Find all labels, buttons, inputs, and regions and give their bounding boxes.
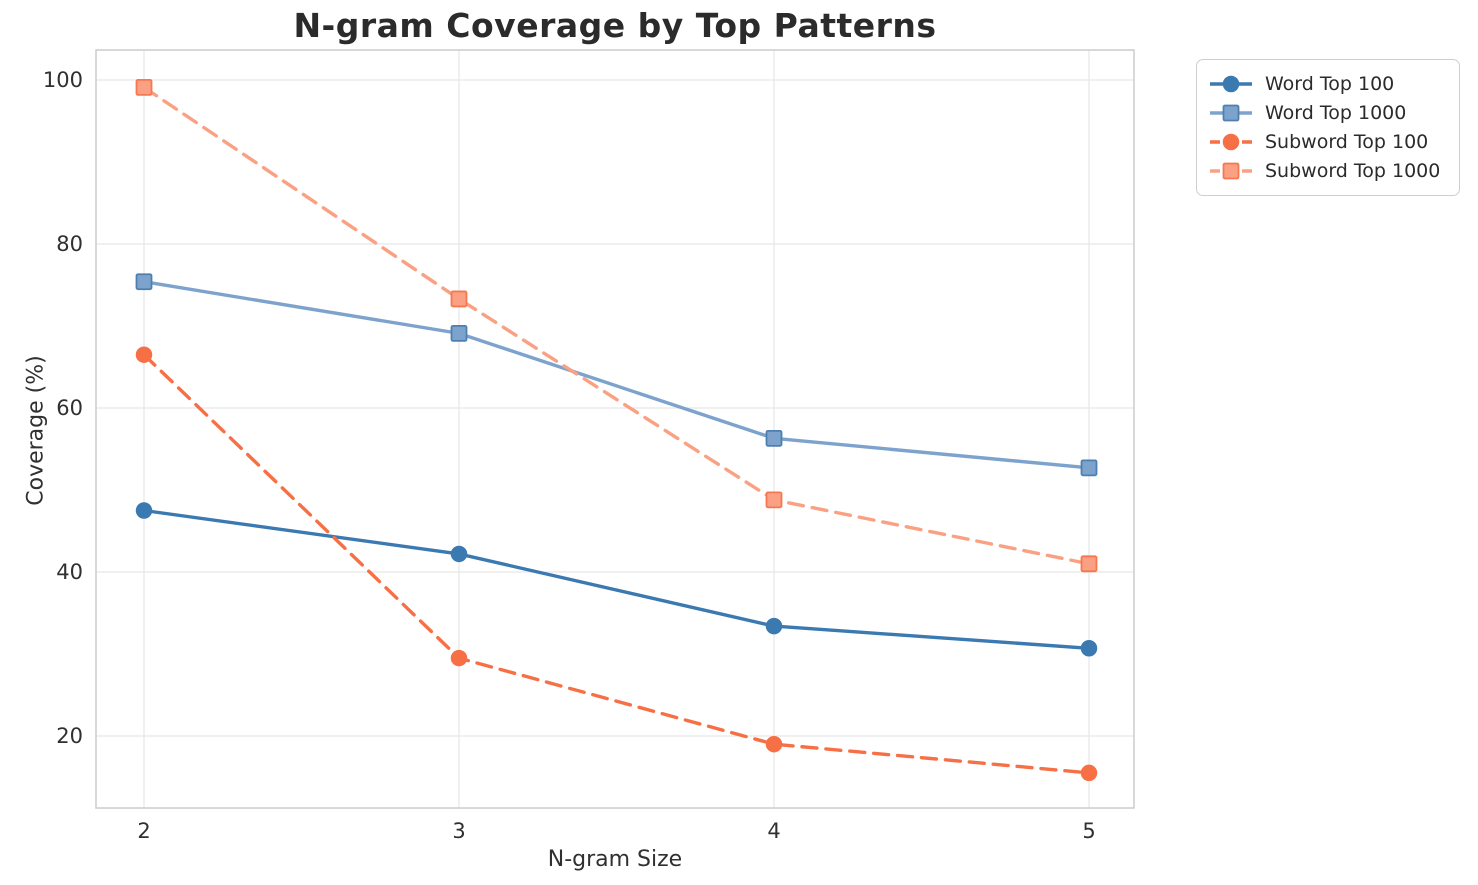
legend-item: Subword Top 100 [1208, 128, 1447, 156]
chart-title: N-gram Coverage by Top Patterns [293, 6, 937, 45]
legend-item-label: Word Top 100 [1265, 73, 1395, 95]
x-tick-label: 2 [137, 819, 150, 843]
series-line-subword-top-1000 [142, 85, 1091, 566]
legend-marker-square-icon [1210, 162, 1252, 180]
data-point-circle [135, 346, 153, 363]
y-tick-label: 20 [56, 724, 83, 748]
data-point-circle [450, 545, 468, 563]
data-point-circle [450, 649, 468, 667]
x-tick-label: 5 [1082, 819, 1095, 843]
axes-spines [95, 49, 1135, 809]
data-point-circle [765, 617, 783, 635]
data-point-circle [1080, 640, 1098, 657]
legend-item-label: Subword Top 100 [1265, 131, 1429, 153]
data-point-circle [135, 502, 153, 519]
y-tick-label: 60 [56, 396, 83, 420]
data-point-square [450, 290, 468, 308]
x-tick-label: 4 [767, 819, 780, 843]
y-tick-label: 80 [56, 232, 83, 256]
x-axis-label: N-gram Size [547, 847, 683, 872]
data-point-square [450, 324, 468, 342]
series-line-word-top-100 [142, 508, 1091, 650]
legend-marker-circle-icon [1210, 75, 1252, 93]
legend-item: Word Top 1000 [1208, 99, 1447, 127]
legend-item: Subword Top 1000 [1208, 157, 1447, 185]
y-tick-label: 40 [56, 560, 83, 584]
legend-item-label: Subword Top 1000 [1265, 160, 1441, 182]
data-point-square [765, 429, 783, 447]
data-point-circle [1080, 764, 1098, 782]
data-point-square [1080, 459, 1098, 477]
data-point-square [1080, 555, 1098, 573]
series-line-subword-top-100 [142, 353, 1091, 775]
series-line-word-top-1000 [142, 280, 1091, 470]
legend: Word Top 100 Word Top 1000 Subword Top 100… [1196, 59, 1460, 196]
data-point-square [135, 273, 153, 291]
y-tick-label: 100 [43, 68, 83, 92]
data-point-square [765, 491, 783, 509]
legend-marker-square-icon [1210, 104, 1252, 122]
x-tick-label: 3 [452, 819, 465, 843]
y-axis-label: Coverage (%) [23, 355, 49, 506]
legend-item-label: Word Top 1000 [1265, 102, 1407, 124]
data-point-square [135, 78, 153, 96]
legend-marker-circle-icon [1210, 133, 1252, 151]
data-point-circle [765, 735, 783, 753]
legend-item: Word Top 100 [1208, 70, 1447, 98]
